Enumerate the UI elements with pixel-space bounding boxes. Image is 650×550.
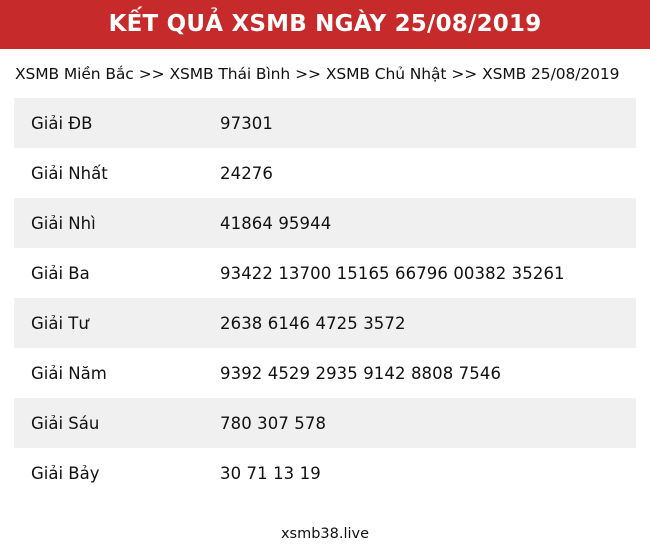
prize-label: Giải Năm bbox=[31, 363, 107, 383]
footer-site-label: xsmb38.live bbox=[280, 526, 370, 542]
breadcrumb: XSMB Miền Bắc >> XSMB Thái Bình >> XSMB … bbox=[0, 49, 650, 98]
prize-numbers: 24276 bbox=[220, 163, 273, 183]
table-row: Giải Bảy 30 71 13 19 bbox=[14, 448, 636, 498]
table-row: Giải Năm 9392 4529 2935 9142 8808 7546 bbox=[14, 348, 636, 398]
breadcrumb-item-3[interactable]: XSMB 25/08/2019 bbox=[482, 64, 620, 83]
page-title: KẾT QUẢ XSMB NGÀY 25/08/2019 bbox=[108, 11, 542, 37]
table-row: Giải Ba 93422 13700 15165 66796 00382 35… bbox=[14, 248, 636, 298]
breadcrumb-separator: >> bbox=[138, 64, 165, 83]
table-row: Giải Nhì 41864 95944 bbox=[14, 198, 636, 248]
prize-label: Giải Bảy bbox=[31, 463, 100, 483]
prize-numbers: 93422 13700 15165 66796 00382 35261 bbox=[220, 263, 565, 283]
prize-numbers: 97301 bbox=[220, 113, 273, 133]
prize-numbers: 41864 95944 bbox=[220, 213, 332, 233]
breadcrumb-item-0[interactable]: XSMB Miền Bắc bbox=[15, 64, 134, 83]
prize-label: Giải Sáu bbox=[31, 413, 100, 433]
prize-label: Giải ĐB bbox=[31, 113, 93, 133]
lottery-results-table: Giải ĐB 97301 Giải Nhất 24276 Giải Nhì 4… bbox=[0, 98, 650, 498]
table-row: Giải ĐB 97301 bbox=[14, 98, 636, 148]
table-row: Giải Sáu 780 307 578 bbox=[14, 398, 636, 448]
breadcrumb-item-1[interactable]: XSMB Thái Bình bbox=[169, 64, 291, 83]
header-banner: KẾT QUẢ XSMB NGÀY 25/08/2019 bbox=[0, 0, 650, 49]
prize-label: Giải Ba bbox=[31, 263, 90, 283]
prize-numbers: 9392 4529 2935 9142 8808 7546 bbox=[220, 363, 502, 383]
prize-label: Giải Nhì bbox=[31, 213, 96, 233]
table-row: Giải Tư 2638 6146 4725 3572 bbox=[14, 298, 636, 348]
prize-numbers: 30 71 13 19 bbox=[220, 463, 321, 483]
breadcrumb-item-2[interactable]: XSMB Chủ Nhật bbox=[325, 64, 447, 83]
prize-numbers: 780 307 578 bbox=[220, 413, 327, 433]
prize-numbers: 2638 6146 4725 3572 bbox=[220, 313, 406, 333]
prize-label: Giải Nhất bbox=[31, 163, 108, 183]
table-row: Giải Nhất 24276 bbox=[14, 148, 636, 198]
breadcrumb-separator: >> bbox=[451, 64, 478, 83]
prize-label: Giải Tư bbox=[31, 313, 89, 333]
breadcrumb-separator: >> bbox=[295, 64, 321, 83]
